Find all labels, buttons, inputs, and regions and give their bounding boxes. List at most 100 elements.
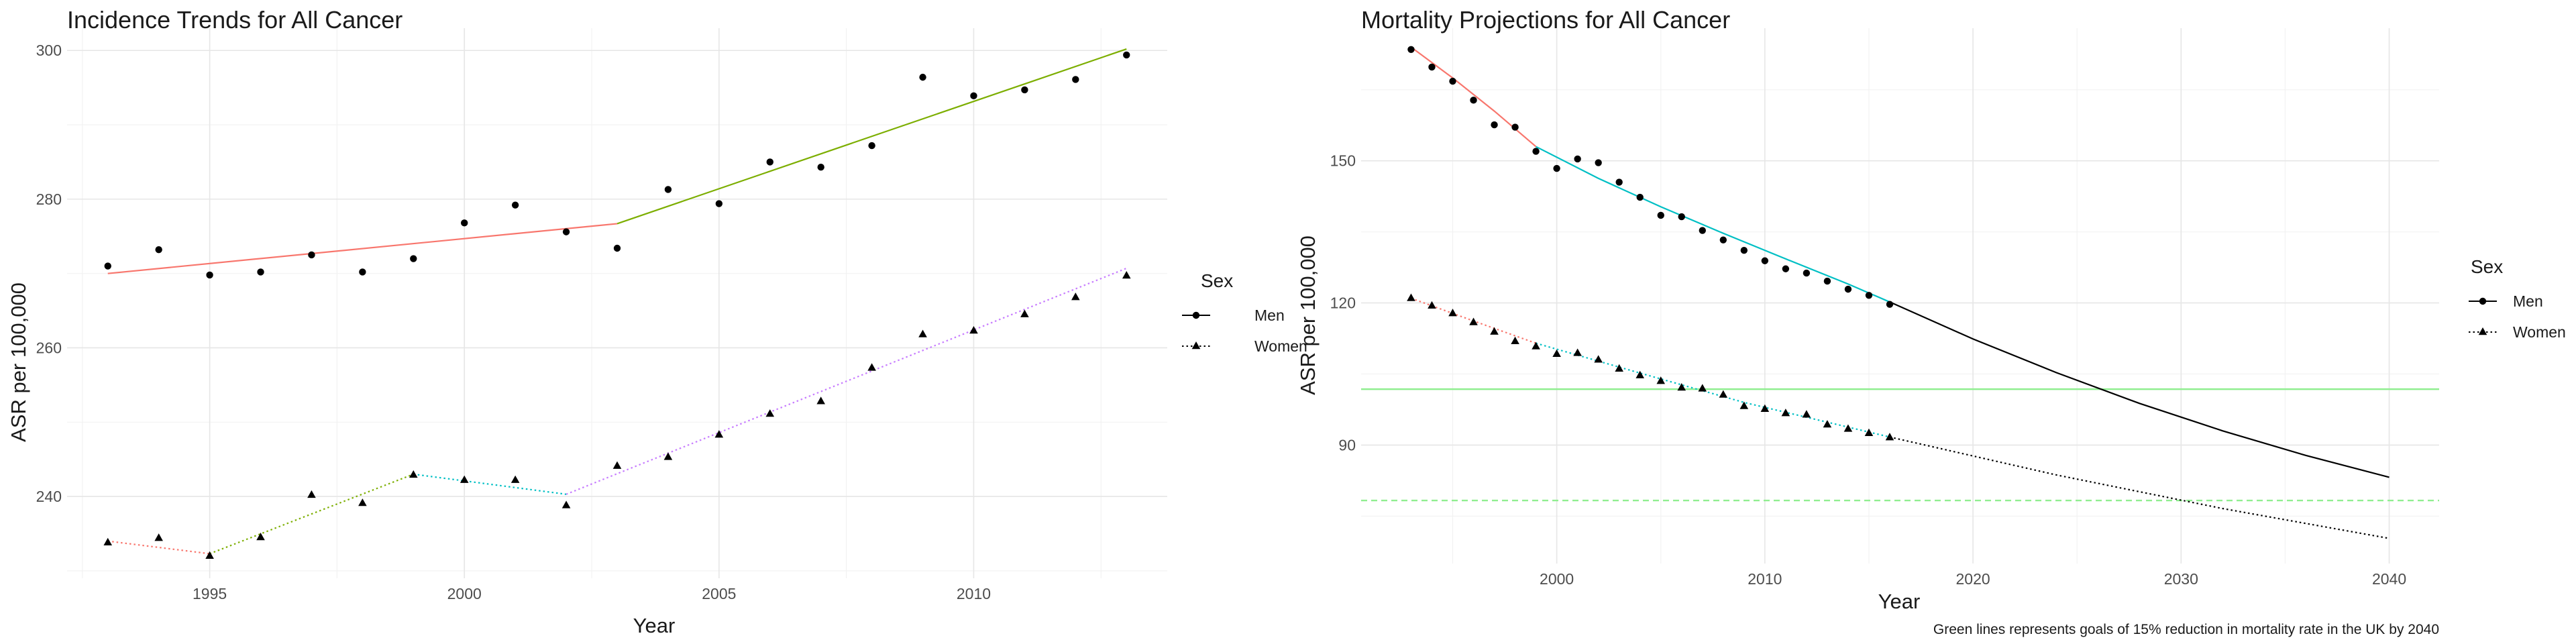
mortality-legend-men-label: Men [2513, 292, 2543, 310]
mortality-women-trend-segment [1536, 342, 1890, 438]
incidence-men-point [1021, 86, 1028, 94]
mortality-legend-key-marker [2479, 297, 2487, 305]
incidence-women-point [612, 461, 622, 469]
mortality-women-point [1428, 301, 1436, 309]
mortality-women-point [1532, 341, 1540, 350]
incidence-men-point [562, 228, 570, 235]
mortality-women-point [1407, 293, 1415, 301]
mortality-y-tick-label: 150 [1330, 152, 1356, 170]
incidence-men-point [155, 246, 162, 254]
mortality-men-point [1574, 155, 1581, 163]
incidence-men-point [359, 268, 366, 276]
mortality-women-point [1490, 327, 1499, 335]
incidence-x-tick-label: 2010 [957, 585, 991, 602]
mortality-men-point [1428, 63, 1436, 71]
mortality-men-point [1719, 236, 1727, 244]
mortality-y-axis-title: ASR per 100,000 [1296, 235, 1320, 395]
mortality-men-point [1782, 265, 1790, 272]
incidence-women-point [409, 470, 418, 478]
mortality-women-point [1843, 424, 1853, 432]
incidence-women-point [969, 326, 978, 334]
incidence-women-point [714, 430, 724, 438]
incidence-men-point [206, 271, 213, 279]
incidence-legend-key-marker [1192, 311, 1200, 319]
mortality-x-tick-label: 2010 [1748, 570, 1782, 588]
incidence-y-tick-label: 240 [36, 488, 62, 505]
mortality-goal-lines [1361, 388, 2439, 502]
mortality-men-point [1449, 77, 1456, 85]
incidence-men-point [461, 219, 468, 227]
mortality-x-tick-label: 2000 [1540, 570, 1574, 588]
incidence-men-point [970, 92, 977, 100]
incidence-men-point [664, 186, 672, 193]
incidence-women-point [1020, 309, 1029, 317]
mortality-men-point [1678, 213, 1685, 221]
mortality-men-point [1803, 269, 1811, 277]
mortality-men-point [1491, 121, 1498, 129]
mortality-men-point [1407, 46, 1415, 53]
mortality-x-axis-title: Year [1878, 590, 1921, 613]
incidence-women-point [154, 533, 163, 541]
mortality-legend: Sex Men Women [2469, 256, 2566, 341]
incidence-women-point [103, 537, 113, 546]
incidence-women-trend-segment [209, 473, 414, 555]
mortality-men-trend-segment [1889, 301, 2390, 478]
mortality-men-point [1740, 247, 1748, 254]
incidence-gridlines [67, 28, 1167, 578]
mortality-legend-key-marker [2478, 327, 2487, 335]
mortality-women-point [1719, 390, 1728, 398]
mortality-men-point [1865, 292, 1873, 299]
incidence-legend-keys [1182, 311, 1210, 350]
incidence-men-point [257, 268, 264, 276]
incidence-women-point [918, 329, 927, 337]
mortality-women-point [1864, 428, 1874, 436]
mortality-men-point [1657, 211, 1664, 219]
incidence-legend-key-marker [1191, 341, 1201, 350]
incidence-men-trend-segment [616, 48, 1127, 225]
incidence-women-point [816, 396, 826, 405]
incidence-women-point [511, 475, 520, 483]
incidence-men-point [1072, 76, 1079, 83]
incidence-legend-women-label: Women [1254, 337, 1307, 355]
incidence-women-trend-segment [566, 267, 1127, 495]
mortality-legend-title: Sex [2471, 256, 2503, 277]
incidence-women-point [867, 363, 876, 371]
incidence-y-tick-label: 300 [36, 42, 62, 59]
incidence-legend-title: Sex [1201, 270, 1233, 291]
incidence-women-point [561, 500, 571, 508]
mortality-caption: Green lines represents goals of 15% redu… [1933, 622, 2439, 637]
mortality-x-tick-label: 2030 [2164, 570, 2198, 588]
mortality-x-tick-label: 2040 [2372, 570, 2406, 588]
incidence-men-point [919, 73, 926, 81]
mortality-chart-title: Mortality Projections for All Cancer [1361, 6, 1730, 34]
mortality-men-point [1823, 277, 1831, 285]
incidence-women-point [663, 452, 673, 460]
incidence-women-point [358, 498, 367, 506]
mortality-women-point [1594, 355, 1603, 363]
mortality-men-point [1595, 159, 1602, 166]
incidence-women-point [205, 551, 214, 559]
mortality-women-point [1615, 364, 1623, 372]
mortality-x-tick-label: 2020 [1955, 570, 1990, 588]
mortality-chart: Mortality Projections for All Cancer 200… [1296, 6, 2566, 637]
mortality-legend-keys [2469, 297, 2497, 335]
mortality-series [1407, 46, 2390, 539]
incidence-women-point [1122, 271, 1131, 279]
mortality-men-point [1553, 164, 1560, 172]
mortality-men-trend-segment [1536, 146, 1890, 303]
mortality-men-point [1844, 285, 1852, 293]
incidence-men-point [511, 201, 519, 209]
mortality-men-point [1532, 148, 1540, 155]
mortality-women-point [1885, 433, 1894, 441]
incidence-men-point [817, 164, 824, 171]
incidence-women-point [1071, 292, 1080, 301]
incidence-chart-title: Incidence Trends for All Cancer [67, 6, 402, 34]
incidence-women-point [460, 475, 469, 483]
incidence-y-tick-label: 260 [36, 339, 62, 356]
mortality-women-point [1552, 349, 1561, 358]
incidence-men-point [715, 200, 723, 207]
mortality-women-point [1802, 410, 1811, 418]
incidence-x-tick-label: 2005 [702, 585, 736, 602]
mortality-men-point [1511, 123, 1519, 131]
